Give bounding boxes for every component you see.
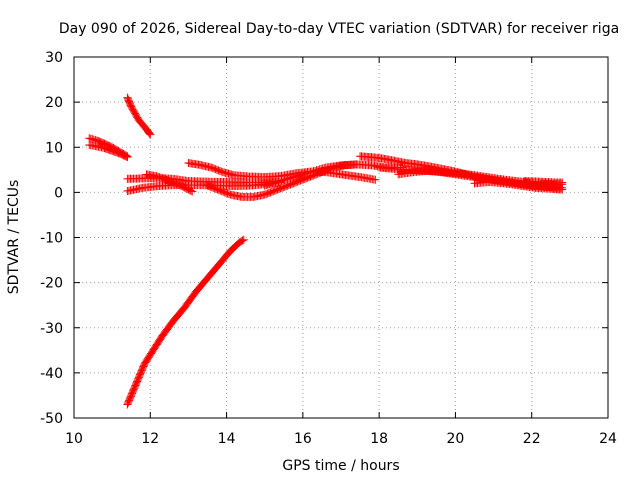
data-point-run xyxy=(138,120,150,133)
data-point xyxy=(239,235,248,244)
data-point-run xyxy=(131,109,143,123)
data-point-run xyxy=(142,125,154,138)
data-point-run xyxy=(214,186,233,199)
data-point-run xyxy=(203,181,222,194)
data-point-run xyxy=(295,173,314,186)
x-tick-label: 20 xyxy=(447,431,465,447)
data-point xyxy=(558,185,567,194)
x-tick-label: 22 xyxy=(523,431,541,447)
data-point-run xyxy=(140,352,154,368)
data-point-run xyxy=(180,288,200,312)
series-arc-14 xyxy=(470,177,567,194)
data-point-run xyxy=(207,163,226,176)
y-tick-label: 10 xyxy=(45,140,63,156)
data-point-run xyxy=(291,168,313,181)
data-point-run xyxy=(230,171,252,181)
y-tick-label: 0 xyxy=(54,185,63,201)
data-point-run xyxy=(123,184,146,196)
data-point-run xyxy=(146,334,165,359)
axis-ticks: 10 12 14 16 18 20 22 24 -50 -40 -30 -20 -10 0 10 20 30 xyxy=(40,50,617,447)
data-point-run xyxy=(337,170,363,181)
data-marks xyxy=(85,93,567,409)
data-point-run xyxy=(92,136,108,148)
y-tick-label: -30 xyxy=(40,321,63,337)
chart-title: Day 090 of 2026, Sidereal Day-to-day VTE… xyxy=(59,21,619,37)
data-point-run xyxy=(203,261,222,283)
x-tick-label: 24 xyxy=(599,431,617,447)
y-tick-label: 20 xyxy=(45,95,63,111)
series-arc-7 xyxy=(142,170,197,196)
data-point-run xyxy=(138,182,161,192)
series-arc-8 xyxy=(184,159,380,184)
data-point-run xyxy=(235,236,247,247)
data-point-run xyxy=(214,248,234,269)
data-point xyxy=(371,175,380,184)
data-point-run xyxy=(260,177,283,190)
y-tick-label: 30 xyxy=(45,50,63,66)
data-point-run xyxy=(306,164,329,177)
x-tick-label: 18 xyxy=(370,431,388,447)
series-arc-15 xyxy=(520,177,567,187)
y-tick-label: -20 xyxy=(40,276,63,292)
series-arc-3 xyxy=(123,93,155,139)
data-point-run xyxy=(226,239,243,256)
y-tick-label: -50 xyxy=(40,411,63,427)
x-tick-label: 16 xyxy=(294,431,312,447)
data-point-run xyxy=(115,149,131,161)
x-tick-label: 10 xyxy=(65,431,83,447)
grid xyxy=(74,57,608,418)
data-point xyxy=(558,178,567,187)
data-point xyxy=(146,130,155,139)
data-point-run xyxy=(272,182,291,195)
x-tick-label: 14 xyxy=(218,431,236,447)
data-point-run xyxy=(275,173,298,186)
y-axis-title: SDTVAR / TECUs xyxy=(6,180,22,295)
x-axis-title: GPS time / hours xyxy=(282,458,399,474)
series-arc-2 xyxy=(85,140,132,162)
y-tick-label: -40 xyxy=(40,366,63,382)
data-point-run xyxy=(260,186,279,199)
x-tick-label: 12 xyxy=(141,431,159,447)
data-point xyxy=(123,153,132,162)
data-point xyxy=(188,187,197,196)
data-point-run xyxy=(134,116,146,128)
data-point-run xyxy=(127,102,139,117)
y-tick-label: -10 xyxy=(40,231,63,247)
data-point-run xyxy=(192,275,211,296)
series-arc-4 xyxy=(123,235,248,409)
data-point-run xyxy=(123,388,137,409)
data-point-run xyxy=(176,181,195,195)
data-point-run xyxy=(283,177,302,190)
data-point-run xyxy=(165,177,184,190)
data-point-run xyxy=(153,172,172,185)
data-point-run xyxy=(129,374,143,395)
data-point-run xyxy=(123,93,135,110)
data-point-run xyxy=(356,173,378,184)
data-point-run xyxy=(169,304,188,325)
data-point-run xyxy=(157,318,177,341)
data-point-run xyxy=(375,163,397,173)
data-point-run xyxy=(134,361,148,382)
